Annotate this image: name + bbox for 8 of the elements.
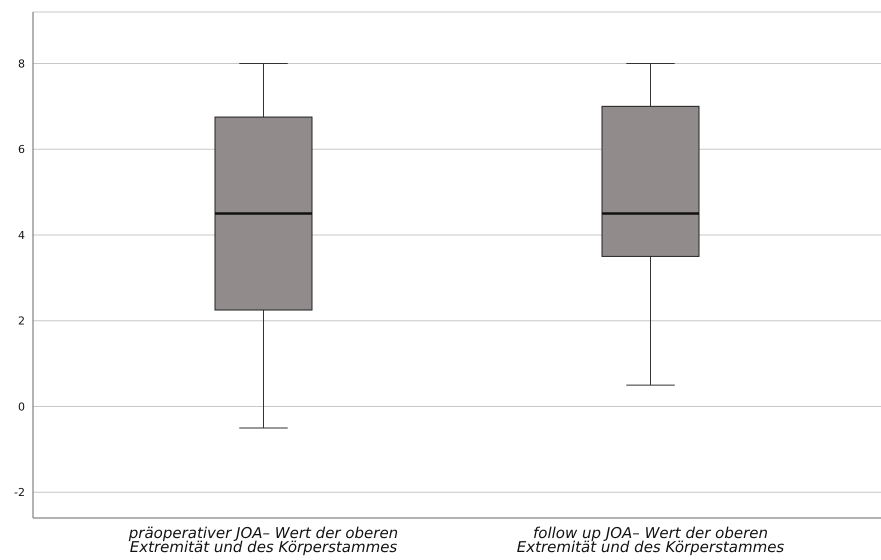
x-tick-label: follow up JOA– Wert der oberen Extremität und des Körperstammes (516, 524, 784, 556)
y-tick-label: 6 (18, 143, 25, 156)
y-tick-label: 0 (18, 400, 25, 414)
y-tick-label: 8 (18, 57, 25, 70)
y-tick-label: -2 (14, 486, 25, 500)
x-tick-label: präoperativer JOA– Wert der oberen Extremität und des Körperstammes (128, 524, 398, 556)
y-tick-label: 2 (18, 314, 25, 328)
y-tick-label: 4 (18, 228, 25, 242)
